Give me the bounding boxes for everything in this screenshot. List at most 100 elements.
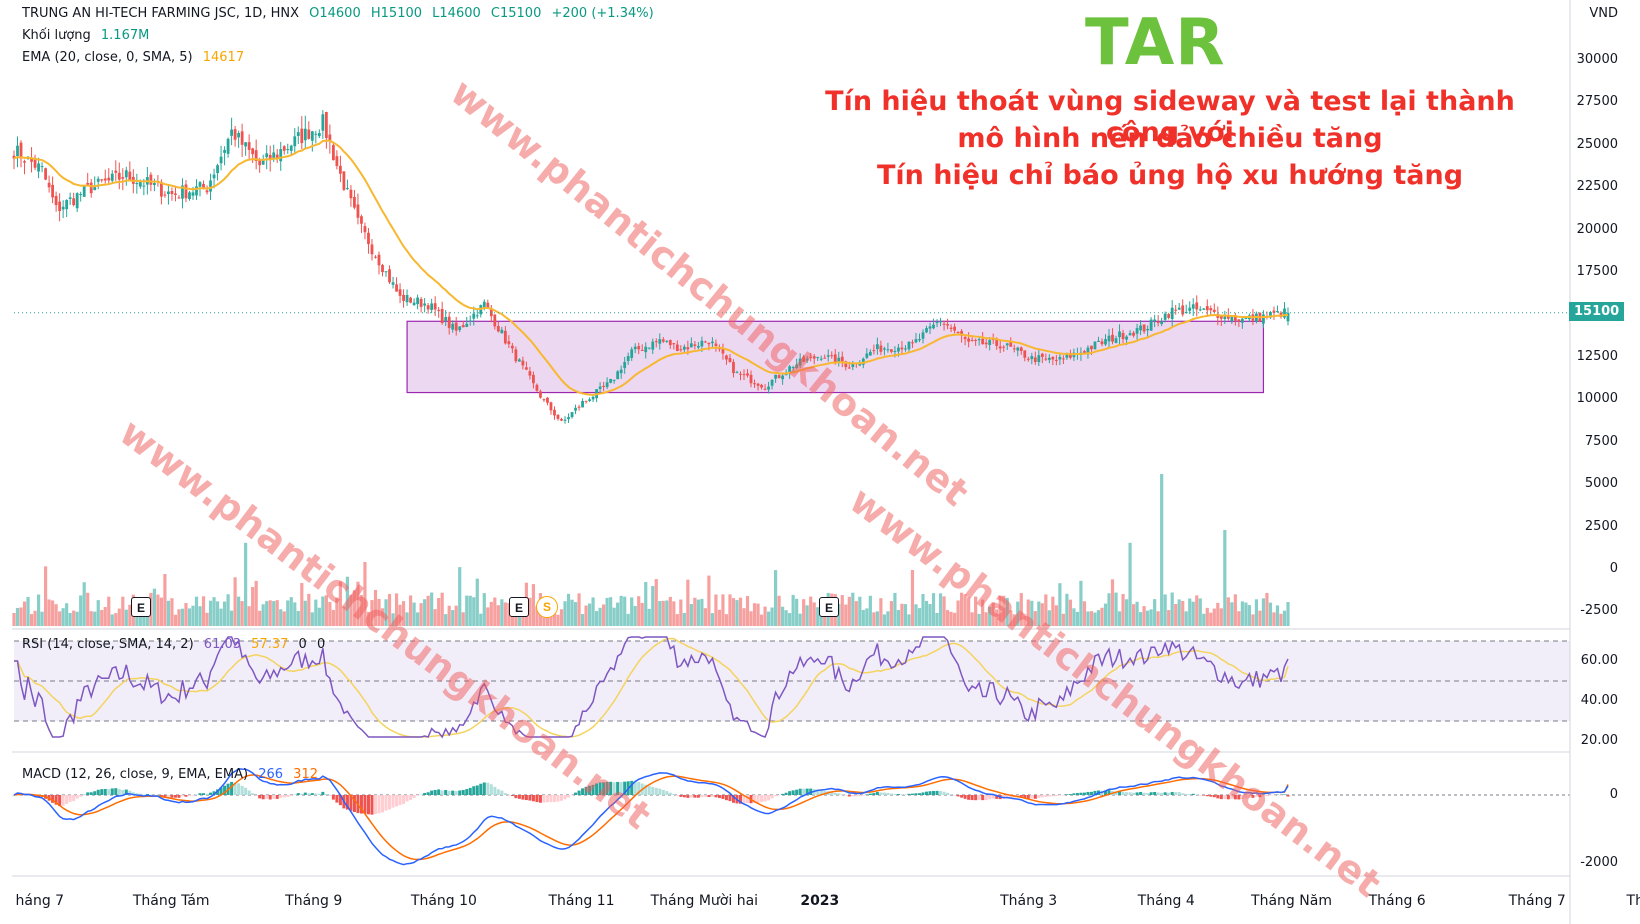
split-event-icon[interactable]: S [536, 596, 558, 618]
macd-histogram-bar [1075, 793, 1079, 795]
volume-bar [580, 613, 585, 626]
candle-body [216, 165, 219, 174]
volume-bar [1254, 599, 1259, 626]
macd-histogram-bar [1135, 792, 1139, 795]
volume-bar [507, 603, 511, 626]
candle-body [1128, 333, 1132, 336]
candle-body [107, 177, 111, 181]
volume-bar [261, 604, 265, 626]
candle-body [314, 133, 318, 135]
candle-body [918, 339, 921, 341]
volume-bar [1065, 593, 1069, 626]
candle-body [1051, 356, 1055, 360]
macd-histogram-bar [1226, 795, 1230, 800]
candle-body [419, 298, 423, 307]
macd-histogram-bar [949, 794, 953, 795]
macd-histogram-bar [156, 794, 160, 796]
candle-body [447, 316, 451, 329]
candle-body [830, 355, 834, 357]
volume-bar [974, 596, 978, 626]
candle-body [405, 294, 409, 303]
volume-bar [121, 596, 125, 626]
candle-body [651, 341, 655, 350]
macd-histogram-bar [665, 791, 669, 795]
candle-body [454, 322, 458, 331]
candle-body [1219, 316, 1223, 319]
macd-histogram-bar [1103, 790, 1107, 795]
candle-body [875, 344, 879, 350]
earnings-event-icon[interactable]: E [819, 597, 839, 617]
macd-histogram-bar [202, 793, 206, 795]
macd-histogram-bar [910, 793, 914, 795]
volume-bar [1058, 583, 1062, 626]
macd-histogram-bar [195, 794, 199, 796]
volume-bar [1272, 612, 1276, 626]
candle-body [261, 160, 265, 165]
earnings-event-icon[interactable]: E [509, 597, 529, 617]
macd-histogram-bar [847, 795, 851, 797]
candle-body [328, 134, 332, 142]
macd-histogram-bar [1181, 793, 1185, 795]
macd-line [13, 768, 1289, 866]
macd-histogram-bar [300, 793, 304, 795]
volume-bar [1044, 594, 1048, 626]
macd-histogram-bar [767, 795, 771, 801]
macd-histogram-bar [489, 784, 493, 795]
volume-bar [882, 614, 886, 626]
candle-body [616, 371, 620, 380]
candle-body [367, 232, 370, 245]
candle-body [202, 183, 205, 189]
volume-bar [1261, 598, 1266, 626]
volume-bar [710, 613, 715, 626]
macd-histogram-bar [647, 786, 651, 795]
volume-bar [552, 607, 557, 626]
macd-histogram-bar [854, 795, 858, 797]
macd-histogram-bar [1019, 795, 1023, 798]
candle-body [549, 402, 553, 411]
volume-bar [956, 600, 960, 626]
macd-histogram-bar [956, 795, 960, 797]
macd-histogram-bar [760, 795, 764, 803]
volume-bar [984, 612, 988, 626]
candle-body [342, 171, 346, 190]
volume-bar [229, 610, 234, 626]
macd-histogram-bar [844, 795, 848, 796]
volume-bar [924, 600, 929, 626]
candle-body [974, 339, 978, 341]
volume-bar [244, 542, 248, 626]
candle-body [65, 199, 69, 210]
candle-body [23, 161, 26, 163]
y-tick-label: 30000 [1576, 52, 1618, 67]
macd-histogram-bar [1198, 795, 1202, 796]
volume-bar [570, 599, 574, 626]
candle-body [79, 194, 83, 196]
volume-bar [51, 600, 55, 626]
volume-bar [1110, 579, 1115, 626]
candle-body [1146, 328, 1150, 331]
earnings-event-icon[interactable]: E [131, 597, 151, 617]
volume-bar [444, 614, 448, 626]
macd-histogram-bar [479, 783, 483, 795]
volume-bar [1135, 601, 1139, 626]
volume-bar [145, 613, 149, 626]
volume-value: 1.167M [100, 28, 150, 43]
volume-bar [528, 597, 532, 626]
volume-bar [1244, 602, 1248, 626]
macd-histogram-bar [359, 795, 363, 814]
candle-body [988, 339, 992, 346]
candle-body [837, 357, 841, 363]
volume-bar [275, 600, 279, 626]
candle-body [584, 400, 588, 402]
candle-body [384, 271, 388, 273]
macd-histogram-bar [584, 786, 588, 795]
macd-histogram-bar [377, 795, 381, 814]
candle-body [205, 190, 209, 193]
macd-histogram-bar [486, 782, 490, 795]
macd-histogram-bar [117, 789, 121, 795]
macd-histogram-bar [423, 792, 427, 795]
candle-body [370, 244, 374, 255]
volume-bar [1167, 610, 1171, 626]
macd-histogram-bar [524, 795, 528, 801]
volume-bar [93, 611, 97, 626]
